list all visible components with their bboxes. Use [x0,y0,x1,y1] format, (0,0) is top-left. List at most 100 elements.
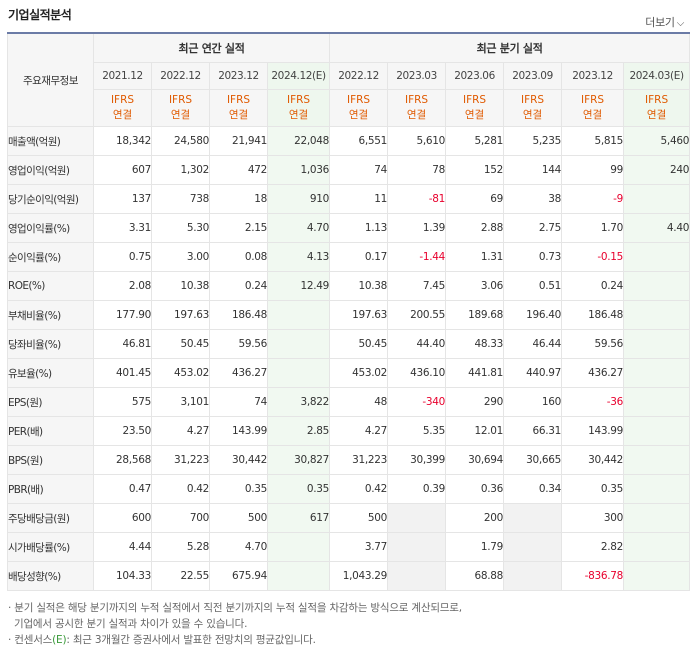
metric-label: PER(배) [7,416,94,446]
metric-value: 22.55 [151,561,210,591]
period-header: 2024.12(E) [266,62,331,90]
metric-value [623,271,691,301]
table-row: EPS(원) 575 3,101 74 3,822 48 -340 290 160 -36 [7,387,691,417]
ifrs-line1: IFRS [286,94,311,106]
metric-value: 290 [445,387,505,417]
metric-label: 부채비율(%) [7,300,94,330]
metric-value: 48 [329,387,389,417]
metric-value: 66.31 [503,416,563,446]
table-row: 시가배당률(%) 4.44 5.28 4.70 3.77 1.79 2.82 [7,532,691,562]
metric-value: 177.90 [93,300,152,330]
metric-value: 50.45 [151,329,210,359]
metric-value: 200 [445,503,505,533]
metric-value: 143.99 [209,416,268,446]
metric-value: 4.70 [209,532,268,562]
metric-value: 240 [623,155,691,185]
metric-value: 186.48 [561,300,625,330]
ifrs-line2: 연결 [170,109,191,121]
ifrs-line2: 연결 [348,109,369,121]
metric-value: 4.13 [266,242,331,272]
period-header: 2023.03 [387,62,447,90]
metric-value: 436.10 [387,358,447,388]
table-row: 당좌비율(%) 46.81 50.45 59.56 50.45 44.40 48.33 46.… [7,329,691,359]
metric-value: 0.42 [151,474,210,504]
metric-value: 5.28 [151,532,210,562]
metric-label: PBR(배) [7,474,94,504]
metric-value: 700 [151,503,210,533]
metric-value: 4.40 [623,213,691,243]
metric-value: 910 [266,184,331,214]
metric-label: 배당성향(%) [7,561,94,591]
metric-value: 500 [329,503,389,533]
metric-value: 5,281 [445,126,505,156]
metric-value [387,532,447,562]
metric-value: 0.73 [503,242,563,272]
ifrs-line2: 연결 [406,109,427,121]
table-row: PER(배) 23.50 4.27 143.99 2.85 4.27 5.35 12.01 66… [7,416,691,446]
estimate-mark: (E) [52,634,67,646]
metric-value: 436.27 [209,358,268,388]
table-row: 유보율(%) 401.45 453.02 436.27 453.02 436.10 441.… [7,358,691,388]
metric-label: 시가배당률(%) [7,532,94,562]
ifrs-label: IFRS 연결 [445,89,505,127]
metric-value: 453.02 [151,358,210,388]
metric-value: 5,610 [387,126,447,156]
metric-value [623,416,691,446]
period-header: 2024.03(E) [623,62,691,90]
metric-value: 38 [503,184,563,214]
metric-value: 2.82 [561,532,625,562]
metric-value: 31,223 [329,445,389,475]
metric-value [266,329,331,359]
metric-value [387,561,447,591]
metric-value: 46.81 [93,329,152,359]
metric-label: 영업이익률(%) [7,213,94,243]
metric-value: 3,822 [266,387,331,417]
ifrs-label: IFRS 연결 [623,89,691,127]
metric-value [623,329,691,359]
table-row: 부채비율(%) 177.90 197.63 186.48 197.63 200.55 189… [7,300,691,330]
ifrs-line1: IFRS [168,94,193,106]
ifrs-label: IFRS 연결 [329,89,389,127]
metric-value: 196.40 [503,300,563,330]
ifrs-label: IFRS 연결 [93,89,152,127]
metric-value: 137 [93,184,152,214]
table-row: 매출액(억원) 18,342 24,580 21,941 22,048 6,551 5,61… [7,126,691,156]
table-row: BPS(원) 28,568 31,223 30,442 30,827 31,223 30,3… [7,445,691,475]
metric-value [623,561,691,591]
more-button[interactable]: 더보기 ⌵ [645,14,684,30]
metric-value: 5,815 [561,126,625,156]
metric-value: 44.40 [387,329,447,359]
period-header: 2022.12 [151,62,210,90]
metric-value: 3.77 [329,532,389,562]
metric-value: 104.33 [93,561,152,591]
metric-value: -0.15 [561,242,625,272]
metric-value: 436.27 [561,358,625,388]
metric-value: 0.08 [209,242,268,272]
table-row: 순이익률(%) 0.75 3.00 0.08 4.13 0.17 -1.44 1.31 0.73… [7,242,691,272]
metric-value: 30,442 [561,445,625,475]
ifrs-line2: 연결 [112,109,133,121]
period-header: 2021.12 [93,62,152,90]
metric-value [623,300,691,330]
metric-value: 3,101 [151,387,210,417]
metric-value: 3.00 [151,242,210,272]
metric-value: 1.39 [387,213,447,243]
metric-value: 12.49 [266,271,331,301]
metric-value [387,503,447,533]
metric-value: -340 [387,387,447,417]
metric-value [623,184,691,214]
financial-table: 주요재무정보 최근 연간 실적 최근 분기 실적 2021.12 2022.12 2… [7,32,691,591]
metric-value: 1,302 [151,155,210,185]
metric-value: 6,551 [329,126,389,156]
metric-value: 46.44 [503,329,563,359]
metric-value: 21,941 [209,126,268,156]
metric-label: 유보율(%) [7,358,94,388]
metric-value: 59.56 [209,329,268,359]
metric-value: 10.38 [329,271,389,301]
ifrs-label: IFRS 연결 [503,89,563,127]
metric-value: 1.79 [445,532,505,562]
metric-value: 617 [266,503,331,533]
ifrs-line2: 연결 [582,109,603,121]
metric-value: 30,827 [266,445,331,475]
metric-value [266,561,331,591]
